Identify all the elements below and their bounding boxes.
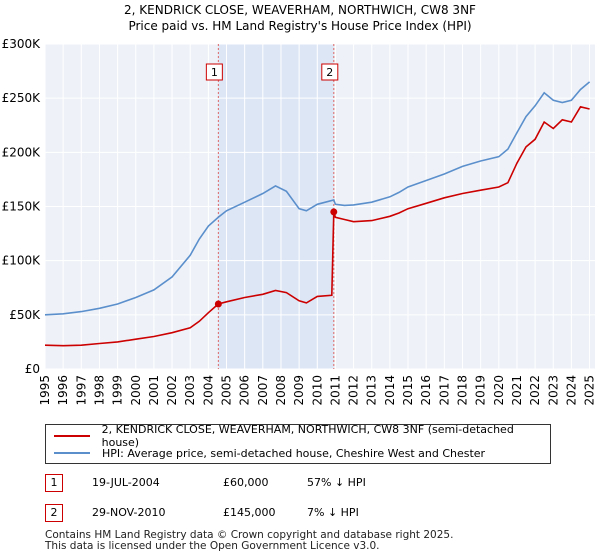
y-tick-label: £300K: [2, 37, 42, 51]
x-tick-label: 2008: [274, 375, 288, 406]
chart-subtitle: Price paid vs. HM Land Registry's House …: [128, 19, 471, 33]
legend: 2, KENDRICK CLOSE, WEAVERHAM, NORTHWICH,…: [45, 423, 551, 464]
x-tick-label: 2012: [347, 375, 361, 406]
x-tick-label: 2003: [183, 375, 197, 406]
x-tick-label: 2001: [147, 375, 161, 406]
y-tick-label: £150K: [2, 200, 42, 214]
x-tick-label: 2007: [256, 375, 270, 406]
series-line-hpi: [44, 81, 591, 316]
x-tick-label: 2016: [419, 375, 433, 406]
x-tick-label: 2010: [310, 375, 324, 406]
x-tick-label: 2017: [437, 375, 451, 406]
legend-swatch-hpi: [54, 452, 90, 454]
x-tick-label: 2005: [220, 375, 234, 406]
annotation-label: 1: [211, 66, 218, 79]
footer-licence: This data is licensed under the Open Gov…: [45, 540, 380, 552]
y-tick-label: £100K: [2, 254, 42, 268]
x-tick-label: 2023: [546, 375, 560, 406]
x-tick-label: 2006: [238, 375, 252, 406]
sale-price: £145,000: [223, 506, 276, 519]
footer-copyright: Contains HM Land Registry data © Crown c…: [45, 529, 454, 541]
sale-point: [330, 208, 338, 216]
x-tick-label: 1996: [56, 375, 70, 406]
x-tick-label: 2009: [292, 375, 306, 406]
x-tick-label: 2024: [564, 375, 578, 406]
sale-price: £60,000: [223, 476, 269, 489]
legend-item-hpi: HPI: Average price, semi-detached house,…: [54, 445, 485, 461]
x-tick-label: 2000: [129, 375, 143, 406]
annotation-box: [205, 63, 223, 81]
sale-number-badge: 1: [45, 474, 63, 492]
x-tick-label: 2004: [201, 375, 215, 406]
y-tick-label: £200K: [2, 145, 42, 159]
x-tick-label: 1999: [111, 375, 125, 406]
sale-point: [214, 300, 222, 308]
x-tick-label: 1997: [74, 375, 88, 406]
y-tick-label: £250K: [2, 91, 42, 105]
y-tick-label: £0: [25, 362, 40, 376]
footer: Contains HM Land Registry data © Crown c…: [45, 530, 453, 552]
sale-hpi-change: 57% ↓ HPI: [307, 476, 366, 489]
chart-title: 2, KENDRICK CLOSE, WEAVERHAM, NORTHWICH,…: [124, 3, 476, 17]
legend-label-property: 2, KENDRICK CLOSE, WEAVERHAM, NORTHWICH,…: [101, 423, 514, 449]
sale-hpi-change: 7% ↓ HPI: [307, 506, 359, 519]
annotation-box: [321, 63, 339, 81]
sale-date: 29-NOV-2010: [92, 506, 166, 519]
x-tick-label: 2019: [474, 375, 488, 406]
x-tick-label: 2002: [165, 375, 179, 406]
legend-item-property: 2, KENDRICK CLOSE, WEAVERHAM, NORTHWICH,…: [54, 423, 550, 449]
x-tick-label: 2020: [492, 375, 506, 406]
sale-date: 19-JUL-2004: [92, 476, 160, 489]
x-tick-label: 2011: [328, 375, 342, 406]
x-tick-label: 2022: [528, 375, 542, 406]
sale-row-2: 2 29-NOV-2010 £145,000 7% ↓ HPI: [45, 504, 565, 524]
x-tick-label: 2025: [583, 375, 597, 406]
annotation-label: 2: [326, 66, 333, 79]
y-tick-label: £50K: [9, 308, 41, 322]
x-tick-label: 1998: [92, 375, 106, 406]
x-tick-label: 1995: [38, 375, 52, 406]
x-tick-label: 2013: [365, 375, 379, 406]
sale-row-1: 1 19-JUL-2004 £60,000 57% ↓ HPI: [45, 474, 565, 494]
x-tick-label: 2018: [455, 375, 469, 406]
x-tick-label: 2014: [383, 375, 397, 406]
sale-number-badge: 2: [45, 504, 63, 522]
x-tick-label: 2015: [401, 375, 415, 406]
legend-swatch-property: [54, 435, 90, 437]
price-chart: 2, KENDRICK CLOSE, WEAVERHAM, NORTHWICH,…: [2, 3, 597, 406]
legend-label-hpi: HPI: Average price, semi-detached house,…: [102, 446, 486, 460]
x-tick-label: 2021: [510, 375, 524, 406]
